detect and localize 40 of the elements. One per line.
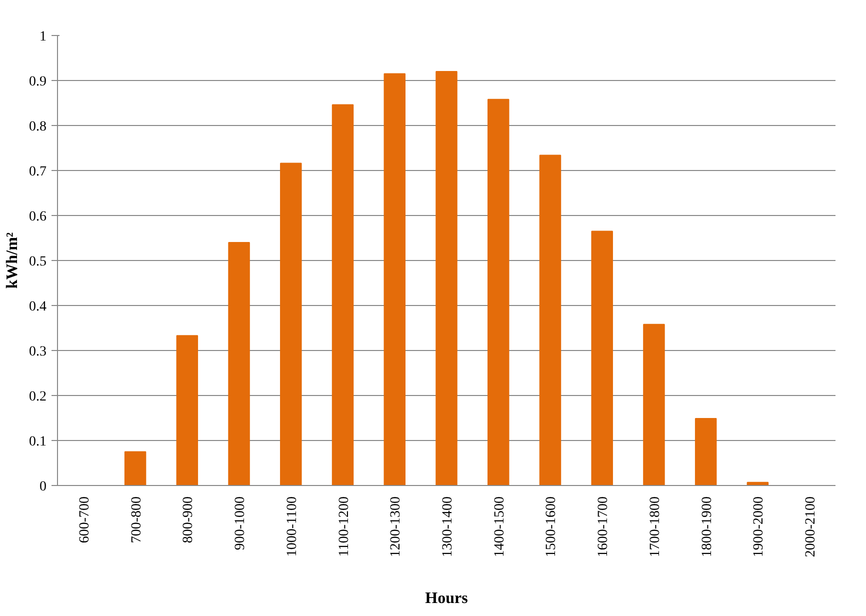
y-tick-label: 0.1 [29,434,46,450]
x-tick-label: 1200-1300 [388,496,404,558]
x-tick-label: 1100-1200 [336,496,352,557]
x-tick-label: 2000-2100 [804,496,819,558]
y-tick-label: 0.9 [29,74,46,90]
y-tick-label: 0 [40,480,46,494]
bar [280,162,302,486]
y-tick-label: 0.7 [29,164,46,180]
bar [176,335,198,486]
x-tick-label: 800-900 [181,496,196,544]
y-tick-label: 0.2 [29,390,46,404]
x-tick-label: 900-1000 [233,496,248,550]
x-tick-label: 1900-2000 [752,496,767,558]
y-tick-label: 1 [40,30,46,44]
bar [384,73,406,486]
y-tick-label: 0.3 [29,344,46,360]
y-tick-label: 0.8 [29,120,46,134]
x-tick-label: 1000-1100 [284,496,300,557]
x-tick-label: 1500-1600 [544,496,560,558]
x-tick-label: 1400-1500 [492,496,508,558]
bar [228,242,250,486]
y-tick-label: 0.6 [29,210,46,224]
bar [539,154,562,486]
bar [694,418,717,486]
bar [332,104,354,486]
x-axis-title: Hours [425,590,468,608]
bar [643,324,665,486]
x-tick-label: 1300-1400 [440,496,456,558]
bar [124,451,146,486]
y-axis-title: kWh/m² [4,232,21,289]
y-tick-label: 0.5 [29,254,46,270]
bar [436,71,458,486]
x-tick-label: 1700-1800 [648,496,663,558]
x-tick-label: 700-800 [129,496,144,544]
x-tick-label: 1800-1900 [700,496,715,558]
y-tick-label: 0.4 [29,300,46,314]
bar [591,230,613,486]
bar [487,98,510,486]
x-tick-label: 600-700 [77,496,92,544]
x-tick-label: 1600-1700 [596,496,612,558]
